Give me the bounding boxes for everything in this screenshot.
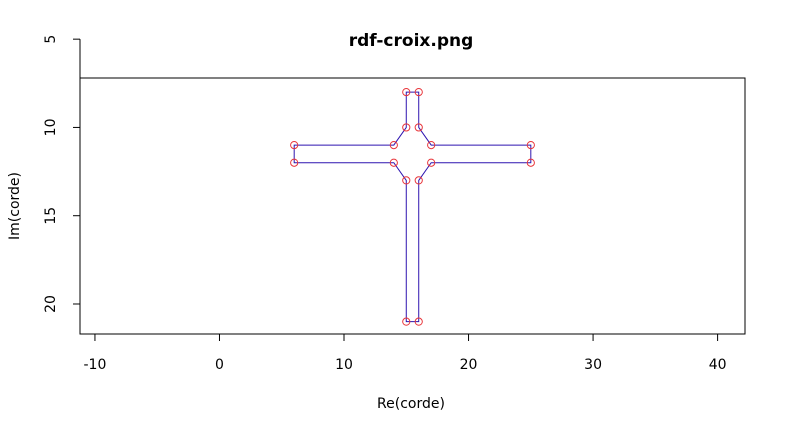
data-point bbox=[414, 317, 423, 326]
data-point bbox=[526, 158, 535, 167]
data-point bbox=[427, 158, 436, 167]
data-point bbox=[526, 140, 535, 150]
data-points bbox=[290, 88, 535, 326]
data-point bbox=[414, 123, 423, 132]
y-tick-label: 10 bbox=[43, 119, 59, 137]
data-point bbox=[402, 176, 411, 185]
y-axis: 5 10 15 20 bbox=[43, 35, 81, 313]
data-point bbox=[402, 88, 411, 97]
x-tick-label: 0 bbox=[215, 357, 224, 373]
y-tick-label: 5 bbox=[43, 35, 59, 44]
data-point bbox=[290, 140, 299, 150]
data-point bbox=[402, 123, 411, 132]
series-line bbox=[293, 91, 532, 323]
series-cross bbox=[293, 91, 532, 323]
y-tick-label: 20 bbox=[43, 295, 59, 313]
data-point bbox=[414, 88, 423, 97]
chart-title: rdf-croix.png bbox=[349, 31, 474, 51]
x-tick-label: 40 bbox=[709, 357, 727, 373]
x-axis: -10 0 10 20 30 40 bbox=[84, 333, 727, 373]
x-axis-label: Re(corde) bbox=[377, 396, 445, 412]
data-point bbox=[389, 140, 398, 150]
data-point bbox=[402, 317, 411, 326]
y-axis-label: Im(corde) bbox=[7, 172, 23, 240]
x-tick-label: 10 bbox=[335, 357, 353, 373]
x-tick-label: 20 bbox=[460, 357, 478, 373]
data-point bbox=[427, 140, 436, 150]
data-point bbox=[414, 176, 423, 185]
plot-frame bbox=[79, 77, 746, 335]
data-point bbox=[290, 158, 299, 167]
data-point bbox=[389, 158, 398, 167]
x-tick-label: 30 bbox=[584, 357, 602, 373]
y-tick-label: 15 bbox=[43, 207, 59, 225]
x-tick-label: -10 bbox=[84, 357, 107, 373]
